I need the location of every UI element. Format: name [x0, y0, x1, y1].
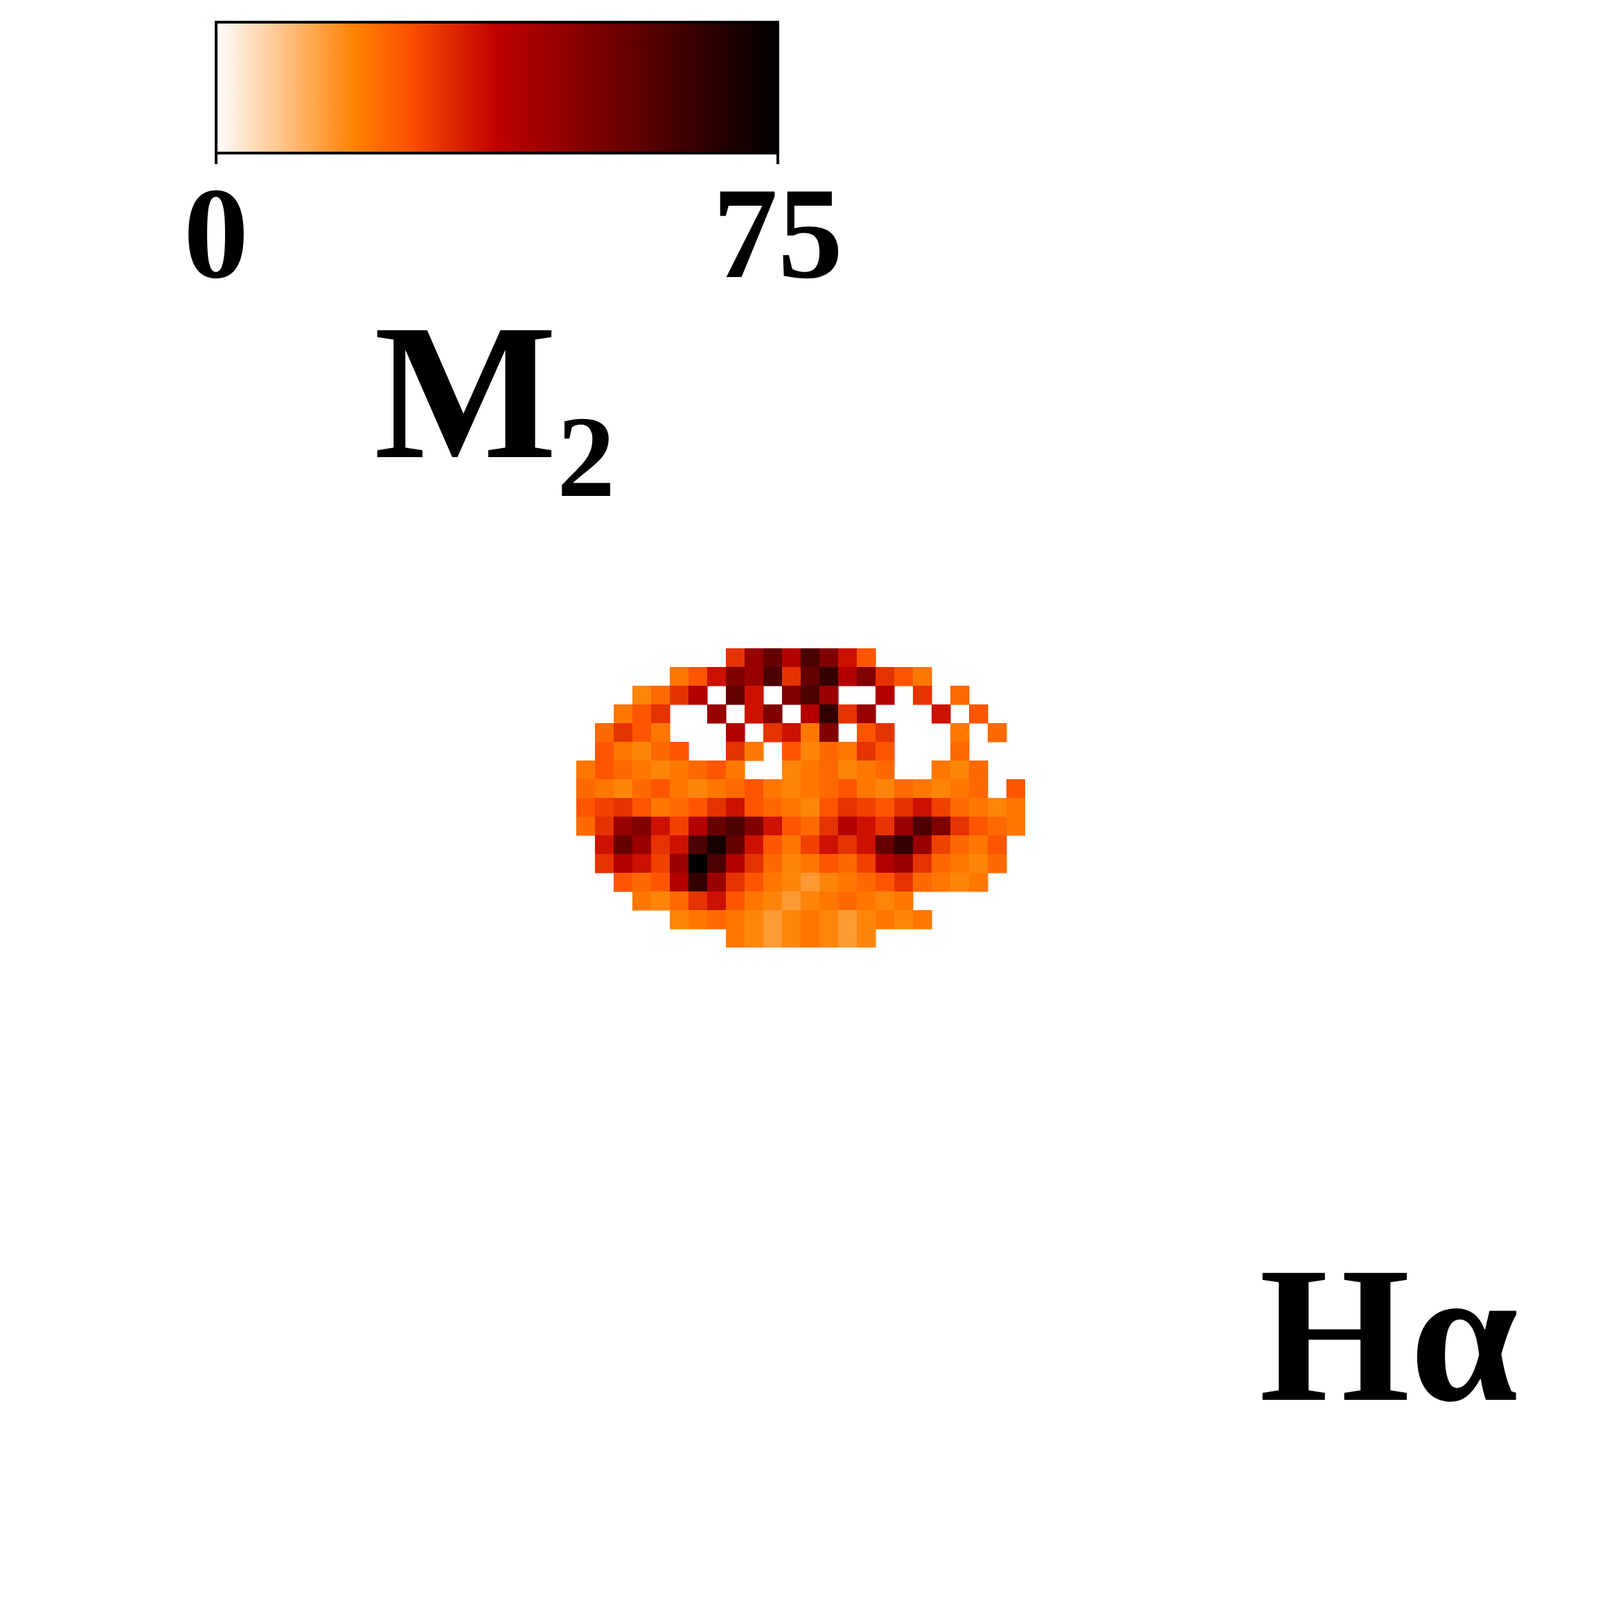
svg-text:0: 0	[183, 160, 249, 306]
svg-text:75: 75	[712, 160, 843, 306]
svg-text:Hα: Hα	[1259, 1226, 1519, 1443]
svg-text:M₂: M₂	[374, 283, 616, 500]
